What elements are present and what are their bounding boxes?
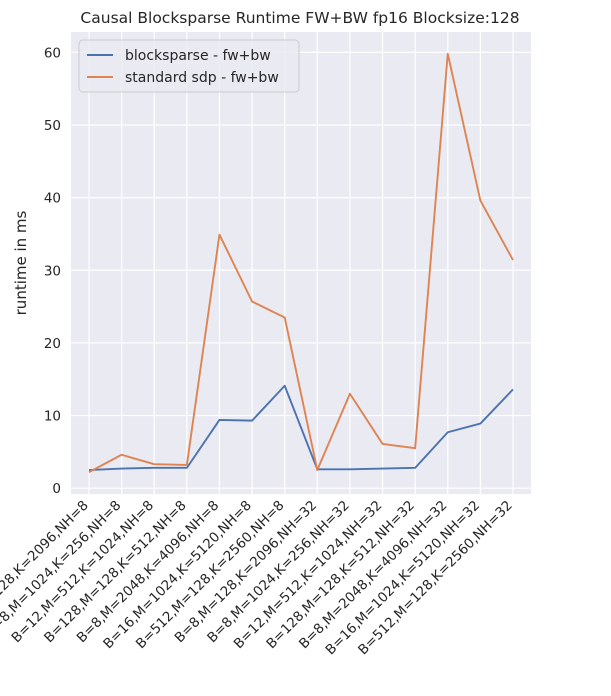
x-axis-ticks: B=8,M=128,K=2096,NH=8B=8,M=1024,K=256,NH… xyxy=(0,498,516,659)
grid xyxy=(71,32,531,494)
y-tick-label: 30 xyxy=(44,263,61,279)
legend-box xyxy=(78,39,300,93)
chart-title: Causal Blocksparse Runtime FW+BW fp16 Bl… xyxy=(80,9,519,27)
legend: blocksparse - fw+bw standard sdp - fw+bw xyxy=(78,39,300,93)
y-tick-label: 40 xyxy=(44,191,61,207)
y-tick-label: 0 xyxy=(52,481,61,497)
y-tick-label: 60 xyxy=(44,45,61,61)
y-tick-label: 10 xyxy=(44,409,61,425)
series-line-2 xyxy=(88,52,514,474)
series-lines xyxy=(88,52,514,474)
legend-label: standard sdp - fw+bw xyxy=(125,70,279,86)
y-axis-label: runtime in ms xyxy=(12,210,30,315)
y-tick-label: 20 xyxy=(44,336,61,352)
y-tick-label: 50 xyxy=(44,118,61,134)
plot-area xyxy=(71,32,531,494)
y-axis-ticks: 0 10 20 30 40 50 60 xyxy=(44,45,61,497)
series-line-1 xyxy=(88,384,514,471)
legend-label: blocksparse - fw+bw xyxy=(125,48,271,64)
